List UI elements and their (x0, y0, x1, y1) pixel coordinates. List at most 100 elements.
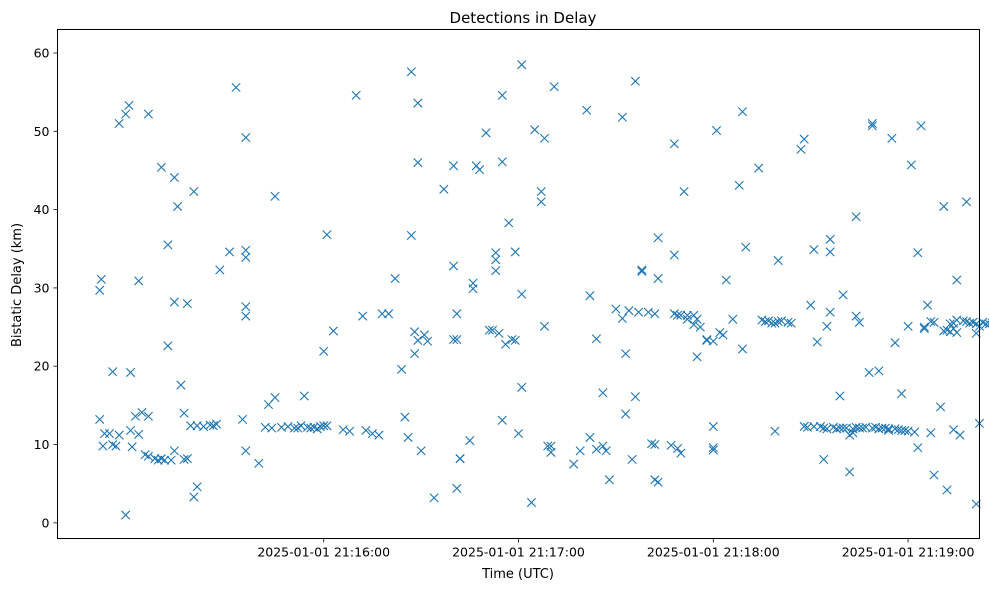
data-point (153, 455, 163, 465)
data-point (186, 421, 196, 431)
data-point (617, 112, 627, 122)
data-point (517, 60, 527, 70)
data-point (922, 300, 933, 310)
data-point (390, 273, 400, 284)
data-point (500, 339, 511, 349)
data-point (916, 121, 926, 131)
data-point (874, 366, 884, 376)
data-point (491, 255, 501, 265)
data-point (864, 367, 874, 378)
data-point (241, 132, 251, 143)
data-point (591, 444, 602, 454)
data-point (539, 133, 550, 143)
data-point (270, 191, 280, 201)
data-point (351, 90, 361, 100)
data-point (108, 439, 118, 450)
data-point (961, 197, 972, 207)
data-point (322, 421, 332, 431)
data-point (809, 421, 819, 432)
data-point (429, 493, 439, 503)
data-point (815, 421, 826, 432)
data-point (711, 125, 722, 136)
data-point (241, 252, 251, 262)
x-axis: 2025-01-01 21:16:00 2025-01-01 21:17:00 20… (257, 538, 974, 560)
data-point (448, 261, 459, 271)
data-point (96, 274, 106, 284)
data-point (718, 330, 728, 340)
data-point (783, 317, 793, 327)
data-point (819, 454, 829, 464)
data-point (848, 428, 858, 438)
data-point (289, 423, 300, 433)
data-point (672, 310, 683, 320)
data-point (192, 482, 202, 492)
data-point (653, 477, 663, 487)
data-point (237, 414, 248, 425)
data-point (163, 341, 173, 351)
data-point (173, 201, 183, 212)
data-point (111, 441, 121, 451)
y-tick-label: 0 (42, 515, 50, 530)
data-point (598, 441, 608, 451)
data-point (598, 388, 608, 398)
data-point (806, 300, 816, 310)
data-point (241, 311, 251, 321)
data-point (127, 442, 137, 452)
data-point (634, 307, 644, 317)
data-point (549, 82, 559, 92)
data-point (591, 334, 602, 344)
data-point (416, 446, 426, 456)
data-point (838, 290, 848, 300)
data-point (104, 428, 115, 439)
data-point (906, 160, 916, 170)
data-point (669, 139, 679, 149)
data-point (241, 245, 251, 255)
data-point (497, 157, 507, 167)
data-point (270, 392, 280, 403)
data-point (143, 109, 153, 119)
data-point (166, 455, 176, 465)
data-point (474, 165, 485, 175)
data-point (143, 411, 153, 421)
data-point (939, 201, 949, 212)
data-point (517, 289, 527, 299)
data-point (851, 311, 861, 321)
y-tick-label: 50 (34, 124, 50, 139)
data-point (536, 187, 546, 197)
data-point (526, 497, 537, 508)
data-point (182, 454, 192, 464)
data-point (95, 414, 105, 425)
y-tick-label: 20 (34, 359, 50, 374)
data-point (497, 90, 507, 100)
data-point (504, 218, 514, 228)
data-point (189, 492, 199, 502)
data-point (822, 321, 832, 331)
data-point (114, 118, 124, 129)
data-point (845, 467, 855, 477)
data-point (510, 247, 520, 257)
data-point (909, 427, 920, 437)
data-point (481, 128, 491, 138)
data-point (134, 429, 144, 439)
data-point (585, 432, 595, 443)
data-point (653, 233, 663, 243)
data-point (121, 109, 131, 119)
data-point (621, 349, 631, 359)
data-point (770, 318, 780, 328)
data-point (413, 98, 423, 108)
data-point (419, 330, 429, 340)
y-tick-label: 30 (34, 280, 50, 295)
data-point (215, 265, 225, 275)
data-point (754, 163, 764, 173)
data-point (867, 118, 877, 129)
data-point (611, 304, 621, 314)
data-point (546, 441, 556, 451)
data-point (319, 421, 329, 431)
data-point (377, 309, 387, 319)
data-point (345, 426, 355, 436)
data-point (867, 121, 877, 131)
y-tick-label: 60 (34, 45, 50, 60)
data-point (741, 242, 751, 252)
data-point (487, 325, 498, 335)
data-points (95, 60, 989, 520)
